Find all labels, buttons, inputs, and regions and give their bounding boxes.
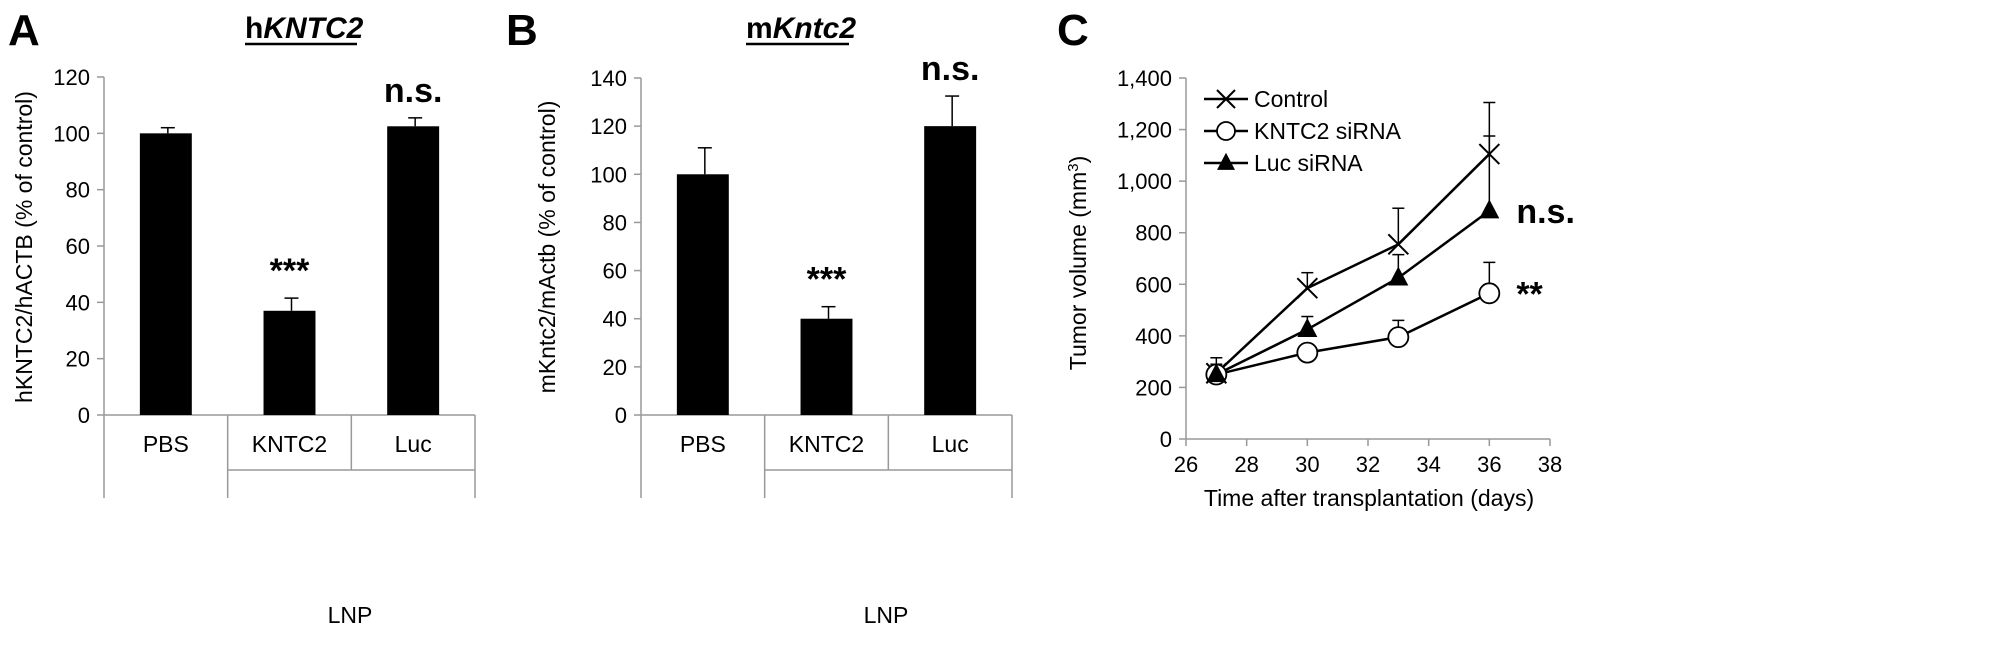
panel-c-y-tick-label: 800: [1135, 221, 1172, 246]
panel-c-point-kntc2-sirna: [1478, 282, 1501, 305]
panel-c-y-tick-label: 1,400: [1117, 66, 1172, 91]
panel-c-x-tick-label: 28: [1234, 452, 1258, 477]
panel-b-y-tick-label: 80: [603, 210, 627, 235]
legend-marker-luc-sirna: [1217, 152, 1235, 170]
panel-c-y-axis-label: Tumor volume (mm3): [1065, 156, 1092, 371]
panel-b-bar-chart: 0 20 40 60 80 100 120 140 PBS KNTC2 *** Luc n.s.: [590, 50, 1013, 498]
panel-c-series-line-luc-sirna: [1215, 209, 1491, 376]
legend-label-control: Control: [1254, 86, 1328, 112]
panel-b-category-label: PBS: [680, 431, 726, 457]
panel-a-category-label: Luc: [395, 431, 432, 457]
panel-b-y-axis-label: mKntc2/mActb (% of control): [534, 101, 560, 394]
panel-c-y-tick-label: 1,000: [1117, 169, 1172, 194]
panel-b-category-label: KNTC2: [789, 431, 864, 457]
panel-a-significance-label: ***: [270, 252, 310, 290]
panel-b-y-tick-label: 40: [603, 307, 627, 332]
panel-c-point-kntc2-sirna: [1387, 326, 1410, 349]
panel-a-bar-kntc2: [263, 310, 316, 415]
legend-marker-kntc2-sirna: [1216, 121, 1236, 141]
panel-c-point-luc-sirna: [1388, 266, 1409, 286]
panel-c-x-tick-label: 36: [1477, 452, 1501, 477]
panel-a-bar-chart: 0 20 40 60 80 100 120 PBS KNTC2 *** Luc n.s.: [53, 65, 476, 498]
panel-c-y-tick-label: 600: [1135, 272, 1172, 297]
legend-marker-control-stroke: [1216, 89, 1236, 109]
panel-c-point-luc-sirna: [1297, 318, 1318, 338]
legend-label-kntc2-sirna: KNTC2 siRNA: [1254, 118, 1402, 144]
panel-c-series-line-control: [1215, 153, 1491, 375]
panel-c-significance-label: n.s.: [1516, 193, 1575, 231]
panel-a-category-label: KNTC2: [252, 431, 327, 457]
panel-a-y-tick-label: 60: [66, 234, 90, 259]
panel-letter-a: A: [8, 6, 40, 55]
panel-c-point-kntc2-sirna: [1296, 341, 1319, 364]
panel-a-y-tick-label: 120: [53, 65, 90, 90]
panel-c-x-tick-label: 26: [1174, 452, 1198, 477]
panel-a-y-tick-label: 20: [66, 347, 90, 372]
panel-letter-b: B: [506, 6, 538, 55]
panel-b-bar-luc: [924, 126, 977, 416]
panel-a-y-tick-label: 100: [53, 121, 90, 146]
legend-marker-control: [1216, 89, 1236, 109]
panel-b-title: mKntc2: [746, 12, 856, 45]
panel-b-bar-kntc2: [800, 318, 853, 415]
panel-c-point-control-stroke: [1296, 277, 1319, 299]
panel-c-point-control: [1387, 233, 1410, 256]
panel-a-y-tick-label: 80: [66, 178, 90, 203]
panel-c-x-axis-label: Time after transplantation (days): [1204, 485, 1534, 511]
panel-c-x-tick-label: 30: [1295, 452, 1319, 477]
panel-b-y-tick-label: 120: [590, 114, 627, 139]
panel-b-y-tick-label: 140: [590, 66, 627, 91]
panel-c-x-tick-label: 38: [1538, 452, 1562, 477]
panel-c-point-control: [1478, 143, 1501, 165]
panel-c-y-tick-label: 200: [1135, 375, 1172, 400]
panel-c-y-tick-label: 400: [1135, 324, 1172, 349]
panel-c-point-control-stroke: [1387, 233, 1410, 256]
panel-c-y-tick-label: 1,200: [1117, 118, 1172, 143]
panel-b-y-tick-label: 100: [590, 162, 627, 187]
panel-c-point-control-stroke: [1478, 143, 1501, 165]
panel-a-category-label: PBS: [143, 431, 189, 457]
panel-a-bar-pbs: [139, 133, 192, 416]
panel-a-group-label: LNP: [328, 602, 373, 628]
panel-c-series-line-kntc2-sirna: [1216, 292, 1490, 376]
panel-b-significance-label: ***: [807, 261, 847, 299]
panel-c-point-control: [1296, 277, 1319, 299]
legend-label-luc-sirna: Luc siRNA: [1254, 150, 1363, 176]
panel-c-x-tick-label: 32: [1356, 452, 1380, 477]
panel-c-line-chart: 0 200 400 600 800 1,000 1,200 1,400 26 28 30 32 34 36…: [1117, 66, 1575, 477]
panel-b-category-label: Luc: [932, 431, 969, 457]
panel-c-point-luc-sirna: [1206, 363, 1227, 383]
panel-a-bar-luc: [387, 126, 440, 416]
panel-b-significance-label: n.s.: [921, 50, 980, 88]
panel-b-y-tick-label: 0: [615, 403, 627, 428]
panel-b-bar-pbs: [676, 174, 729, 415]
panel-c-point-luc-sirna: [1479, 199, 1500, 219]
panel-c-y-tick-label: 0: [1160, 427, 1172, 452]
panel-a-y-axis-label: hKNTC2/hACTB (% of control): [11, 91, 37, 403]
panel-c-significance-label: **: [1516, 275, 1543, 313]
panel-letter-c: C: [1057, 6, 1089, 55]
panel-c-x-tick-label: 34: [1416, 452, 1440, 477]
panel-a-significance-label: n.s.: [384, 72, 443, 110]
panel-b-group-label: LNP: [864, 602, 909, 628]
panel-b-y-tick-label: 60: [603, 259, 627, 284]
panel-b-y-tick-label: 20: [603, 355, 627, 380]
panel-a-title: hKNTC2: [245, 12, 364, 45]
panel-a-y-tick-label: 40: [66, 290, 90, 315]
panel-a-y-tick-label: 0: [78, 403, 90, 428]
